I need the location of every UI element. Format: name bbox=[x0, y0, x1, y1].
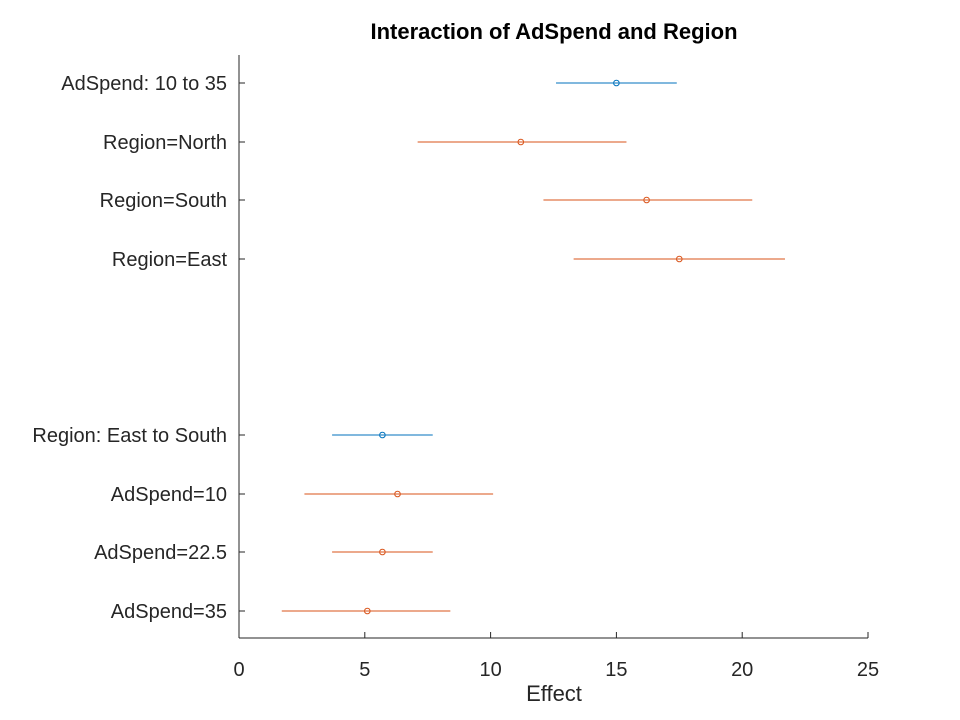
row-label: Region=South bbox=[100, 190, 227, 212]
axes: 0 5 10 15 20 25 bbox=[233, 55, 879, 681]
row-label: Region: East to South bbox=[32, 425, 227, 447]
row-label: AdSpend=22.5 bbox=[94, 542, 227, 564]
effect-estimate-point bbox=[364, 607, 371, 615]
row-label: AdSpend=10 bbox=[111, 484, 227, 506]
effect-estimate-point bbox=[394, 490, 401, 498]
interaction-row: AdSpend=10 bbox=[111, 484, 494, 506]
row-label: Region=North bbox=[103, 132, 227, 154]
x-axis-label: Effect bbox=[526, 681, 582, 706]
x-tick-label: 5 bbox=[359, 659, 370, 681]
interaction-row: Region: East to South bbox=[32, 425, 433, 447]
chart-title: Interaction of AdSpend and Region bbox=[370, 19, 737, 44]
interaction-row: Region=North bbox=[103, 132, 627, 154]
x-tick-label: 0 bbox=[233, 659, 244, 681]
effect-estimate-point bbox=[379, 431, 386, 439]
interaction-row: AdSpend=35 bbox=[111, 601, 451, 623]
effect-estimate-point bbox=[517, 138, 525, 146]
interaction-row: Region=South bbox=[100, 190, 753, 212]
interaction-row: Region=East bbox=[112, 249, 785, 271]
x-tick-label: 25 bbox=[857, 659, 879, 681]
effect-estimate-point bbox=[613, 79, 620, 87]
row-label: Region=East bbox=[112, 249, 228, 271]
x-tick-label: 20 bbox=[731, 659, 753, 681]
plot-rows: AdSpend: 10 to 35 Region=North Region=Sout… bbox=[32, 73, 785, 623]
interaction-row: AdSpend: 10 to 35 bbox=[61, 73, 677, 95]
interaction-row: AdSpend=22.5 bbox=[94, 542, 433, 564]
row-label: AdSpend: 10 to 35 bbox=[61, 73, 227, 95]
effect-estimate-point bbox=[379, 548, 386, 556]
x-tick-label: 10 bbox=[479, 659, 501, 681]
effect-estimate-point bbox=[676, 255, 683, 263]
row-label: AdSpend=35 bbox=[111, 601, 227, 623]
x-tick-label: 15 bbox=[605, 659, 627, 681]
effect-estimate-point bbox=[643, 196, 650, 204]
